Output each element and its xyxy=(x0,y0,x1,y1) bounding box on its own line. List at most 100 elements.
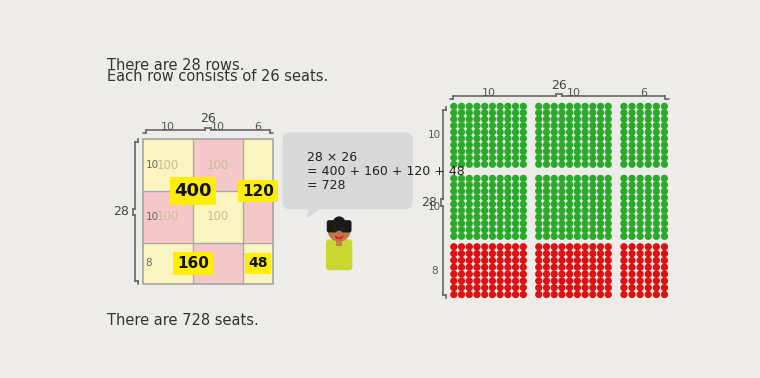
Circle shape xyxy=(590,182,596,188)
Circle shape xyxy=(559,278,565,284)
Circle shape xyxy=(559,116,565,122)
Circle shape xyxy=(575,129,581,135)
Circle shape xyxy=(451,195,457,201)
Circle shape xyxy=(489,244,496,250)
Circle shape xyxy=(551,227,557,233)
Circle shape xyxy=(505,291,511,297)
Circle shape xyxy=(605,220,611,226)
Circle shape xyxy=(575,291,581,297)
Circle shape xyxy=(590,123,596,129)
Circle shape xyxy=(582,136,588,141)
Circle shape xyxy=(489,220,496,226)
Circle shape xyxy=(536,244,542,250)
Circle shape xyxy=(543,123,549,129)
Circle shape xyxy=(654,155,659,161)
Circle shape xyxy=(551,291,557,297)
Circle shape xyxy=(645,195,651,201)
Circle shape xyxy=(521,264,526,270)
Circle shape xyxy=(474,110,480,116)
Circle shape xyxy=(661,278,667,284)
Circle shape xyxy=(489,285,496,291)
Circle shape xyxy=(567,201,572,207)
Circle shape xyxy=(505,149,511,154)
Circle shape xyxy=(590,233,596,239)
Circle shape xyxy=(458,188,464,194)
Circle shape xyxy=(629,188,635,194)
Text: 6: 6 xyxy=(255,122,261,132)
Circle shape xyxy=(543,116,549,122)
Circle shape xyxy=(654,129,659,135)
Circle shape xyxy=(497,155,503,161)
Circle shape xyxy=(605,110,611,116)
Circle shape xyxy=(621,149,627,154)
Circle shape xyxy=(458,149,464,154)
Circle shape xyxy=(629,155,635,161)
Circle shape xyxy=(513,175,518,181)
Circle shape xyxy=(543,244,549,250)
Text: 28: 28 xyxy=(421,196,437,209)
Circle shape xyxy=(497,244,503,250)
Circle shape xyxy=(505,104,511,109)
Circle shape xyxy=(567,123,572,129)
Circle shape xyxy=(605,278,611,284)
Circle shape xyxy=(513,188,518,194)
Circle shape xyxy=(654,142,659,148)
Circle shape xyxy=(489,149,496,154)
Circle shape xyxy=(505,233,511,239)
Circle shape xyxy=(451,208,457,214)
Circle shape xyxy=(590,271,596,277)
Circle shape xyxy=(629,227,635,233)
Circle shape xyxy=(489,251,496,257)
Circle shape xyxy=(505,278,511,284)
Circle shape xyxy=(621,244,627,250)
Circle shape xyxy=(605,195,611,201)
Circle shape xyxy=(474,104,480,109)
Circle shape xyxy=(582,214,588,220)
Circle shape xyxy=(521,142,526,148)
Circle shape xyxy=(661,149,667,154)
Circle shape xyxy=(629,142,635,148)
Circle shape xyxy=(551,195,557,201)
Circle shape xyxy=(551,188,557,194)
Text: = 728: = 728 xyxy=(307,178,346,192)
Circle shape xyxy=(543,110,549,116)
Circle shape xyxy=(582,116,588,122)
Circle shape xyxy=(489,195,496,201)
Circle shape xyxy=(661,251,667,257)
Circle shape xyxy=(505,116,511,122)
Circle shape xyxy=(489,116,496,122)
Circle shape xyxy=(590,264,596,270)
Circle shape xyxy=(629,233,635,239)
Circle shape xyxy=(467,233,472,239)
Circle shape xyxy=(621,188,627,194)
Circle shape xyxy=(567,110,572,116)
Circle shape xyxy=(637,214,643,220)
Circle shape xyxy=(637,227,643,233)
Circle shape xyxy=(654,175,659,181)
Circle shape xyxy=(482,149,488,154)
Circle shape xyxy=(629,278,635,284)
Circle shape xyxy=(661,123,667,129)
Circle shape xyxy=(590,257,596,263)
Circle shape xyxy=(334,217,344,228)
Circle shape xyxy=(451,264,457,270)
Circle shape xyxy=(474,136,480,141)
Circle shape xyxy=(582,104,588,109)
Circle shape xyxy=(489,142,496,148)
Circle shape xyxy=(559,195,565,201)
Circle shape xyxy=(654,182,659,188)
Circle shape xyxy=(489,201,496,207)
Circle shape xyxy=(458,257,464,263)
Circle shape xyxy=(536,271,542,277)
Circle shape xyxy=(482,142,488,148)
Circle shape xyxy=(590,227,596,233)
Circle shape xyxy=(543,291,549,297)
Circle shape xyxy=(489,175,496,181)
Circle shape xyxy=(621,220,627,226)
Circle shape xyxy=(637,278,643,284)
Circle shape xyxy=(482,227,488,233)
Circle shape xyxy=(605,244,611,250)
Text: There are 728 seats.: There are 728 seats. xyxy=(106,313,258,328)
Circle shape xyxy=(497,214,503,220)
Circle shape xyxy=(629,129,635,135)
